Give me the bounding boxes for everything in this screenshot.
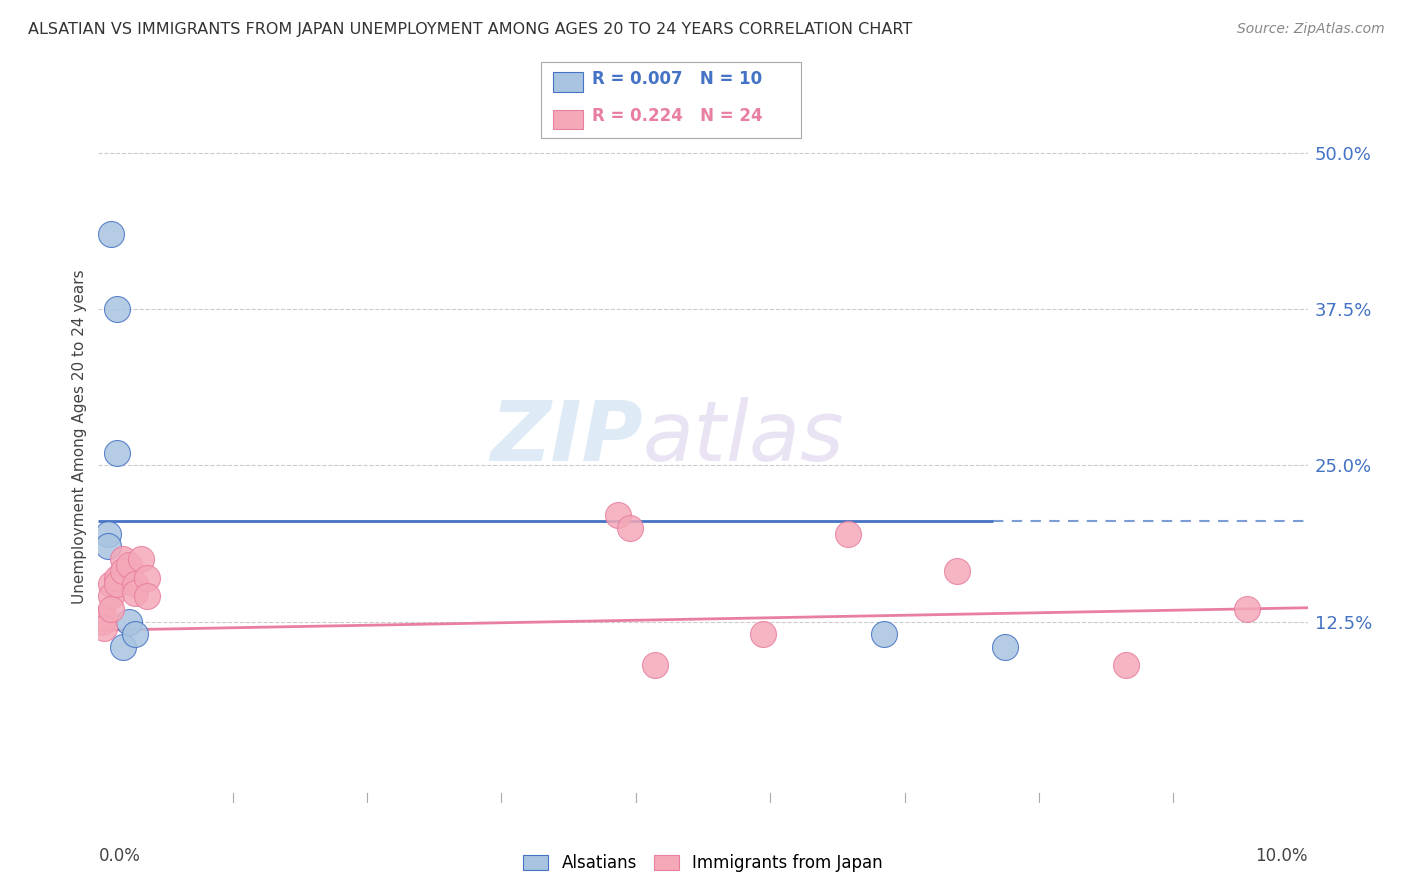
Text: Source: ZipAtlas.com: Source: ZipAtlas.com [1237,22,1385,37]
Point [1236,602,1258,616]
Point [619,521,641,535]
Legend: Alsatians, Immigrants from Japan: Alsatians, Immigrants from Japan [516,847,890,879]
Point [93,621,115,635]
Point [135,590,157,604]
Point [100,590,122,604]
Text: R = 0.007   N = 10: R = 0.007 N = 10 [592,70,762,88]
Text: ZIP: ZIP [489,397,643,477]
Point [124,586,146,600]
Y-axis label: Unemployment Among Ages 20 to 24 years: Unemployment Among Ages 20 to 24 years [72,269,87,605]
Point [644,658,666,673]
Point [91,615,114,629]
Point [1115,658,1137,673]
Text: 0.0%: 0.0% [98,847,141,864]
Point [105,571,128,585]
Point [873,627,896,641]
Point [607,508,630,523]
Point [124,627,146,641]
Point [105,446,128,460]
Text: 10.0%: 10.0% [1256,847,1308,864]
Point [129,552,152,566]
Point [93,611,115,625]
Point [97,527,120,541]
Point [946,565,969,579]
Point [124,577,146,591]
Point [837,527,859,541]
Point [105,577,128,591]
Point [752,627,775,641]
Point [118,615,141,629]
Point [100,227,122,241]
Point [111,552,134,566]
Point [111,565,134,579]
Text: ALSATIAN VS IMMIGRANTS FROM JAPAN UNEMPLOYMENT AMONG AGES 20 TO 24 YEARS CORRELA: ALSATIAN VS IMMIGRANTS FROM JAPAN UNEMPL… [28,22,912,37]
Point [100,602,122,616]
Point [105,301,128,316]
Point [135,571,157,585]
Point [118,558,141,573]
Point [100,577,122,591]
Point [994,640,1017,654]
Point [111,640,134,654]
Point [97,540,120,554]
Text: atlas: atlas [643,397,844,477]
Text: R = 0.224   N = 24: R = 0.224 N = 24 [592,107,762,125]
